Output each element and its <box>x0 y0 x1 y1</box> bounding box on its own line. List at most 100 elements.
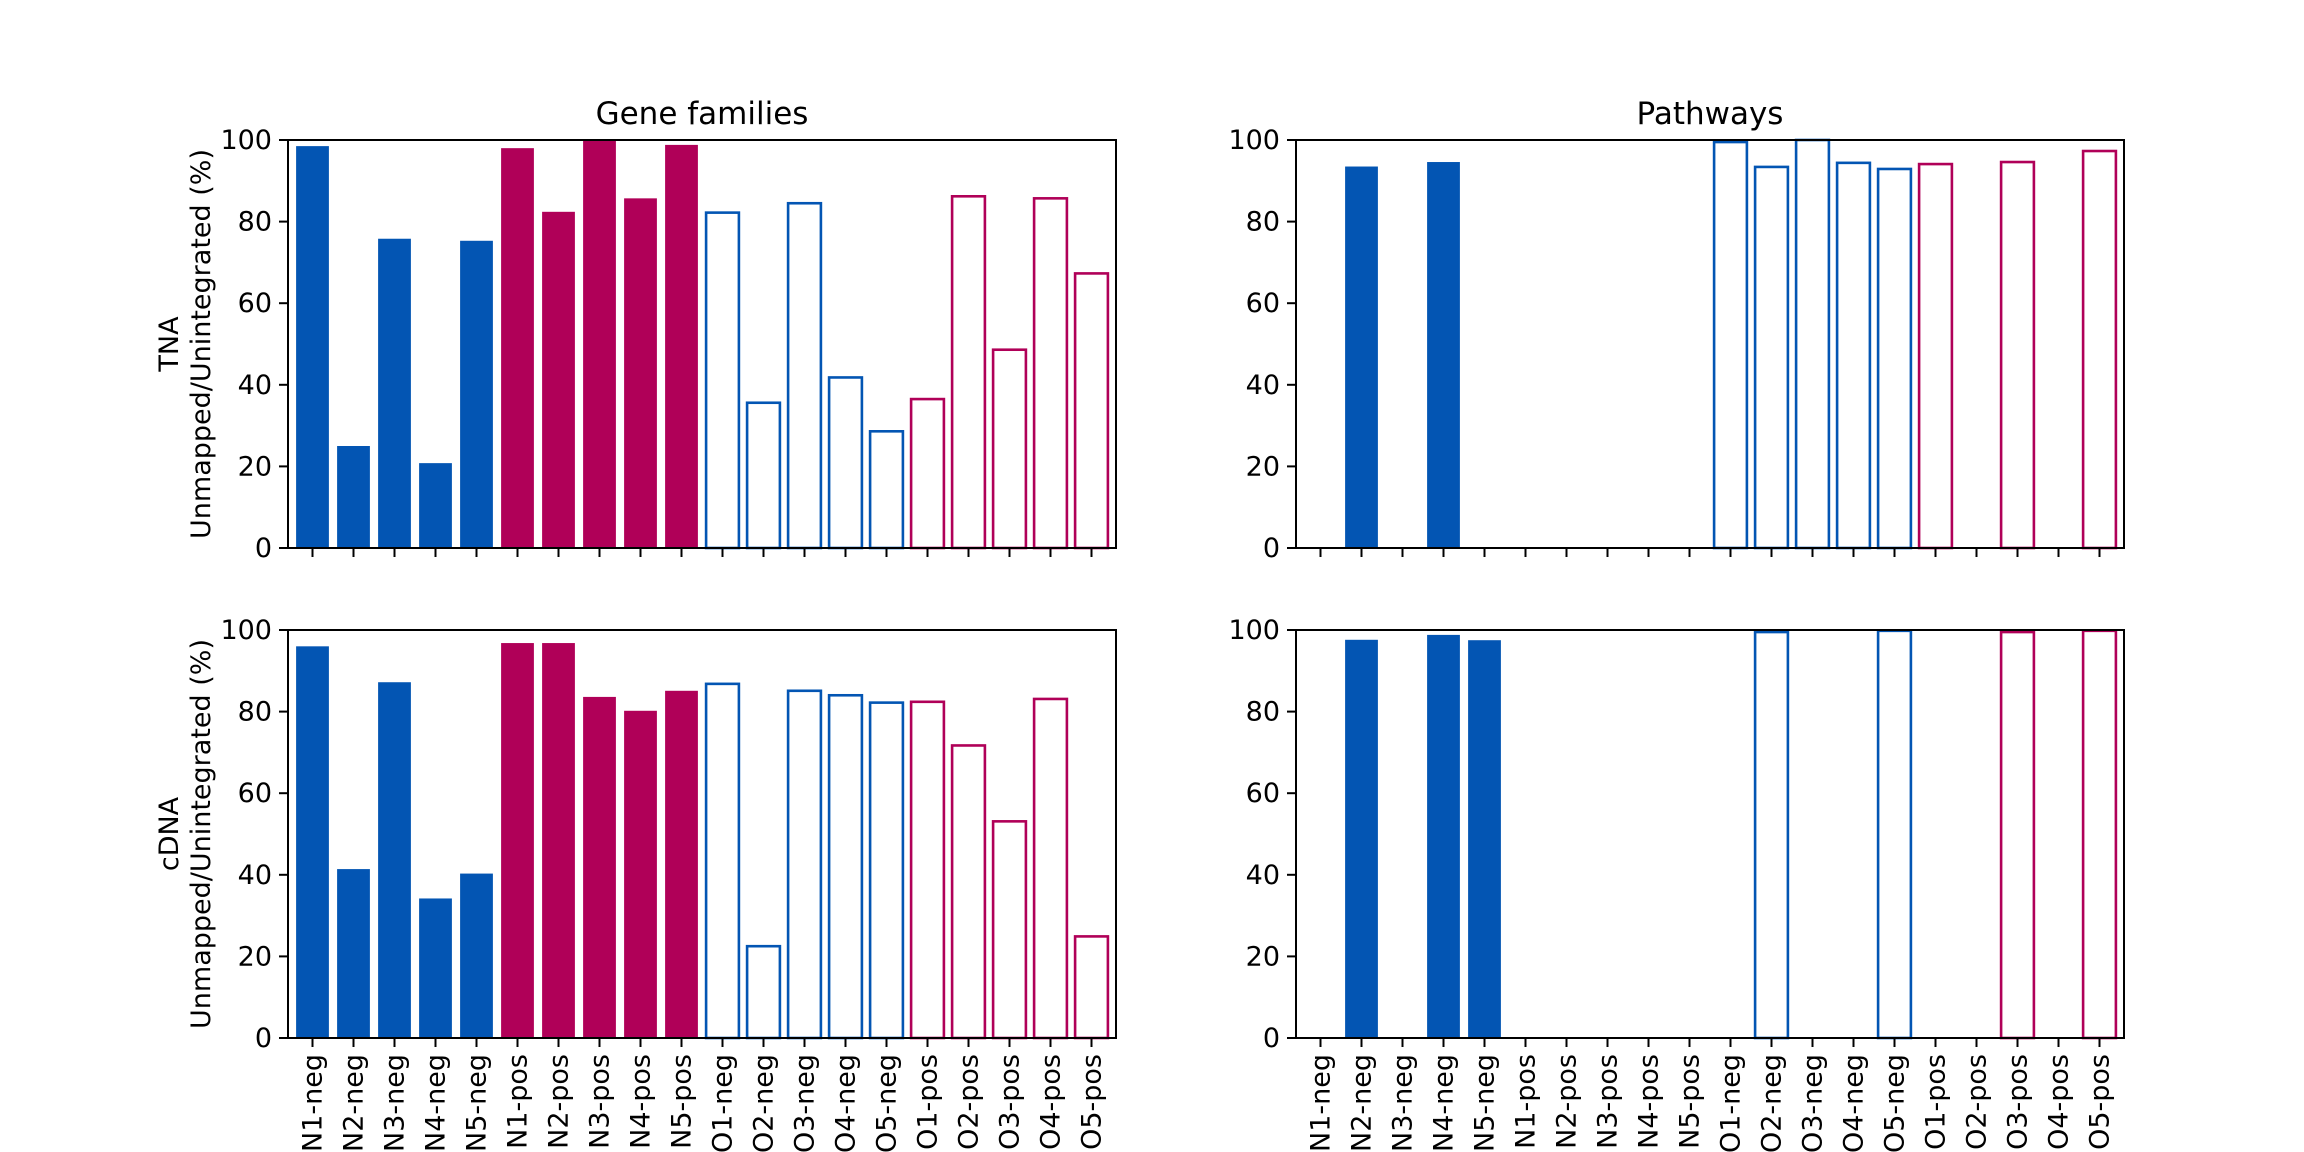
y-tick-label: 0 <box>255 1023 272 1054</box>
bar-n3-neg <box>378 238 411 548</box>
y-tick-label: 40 <box>1246 370 1280 401</box>
y-tick-label: 40 <box>238 860 272 891</box>
bar-o5-neg <box>868 430 905 550</box>
chart-panel-1: 0 20 40 60 80 100 Gene families TNA Unmapped/Uni… <box>154 96 1117 564</box>
bar-n5-neg <box>460 240 493 548</box>
x-tick-label-o3-pos: O3-pos <box>995 1054 1026 1150</box>
x-tick-label-o2-neg: O2-neg <box>749 1054 780 1152</box>
x-tick-label-o1-neg: O1-neg <box>1716 1054 1747 1152</box>
bar-o5-neg <box>1876 167 1913 550</box>
bar-n2-neg <box>337 869 370 1038</box>
y-tick-label: 100 <box>220 615 272 646</box>
y-tick-label: 20 <box>1246 451 1280 482</box>
bar-n5-neg <box>1468 640 1501 1038</box>
y-tick-label: 20 <box>238 941 272 972</box>
bar-n2-pos <box>542 211 575 549</box>
y-tick-label: 80 <box>238 207 272 238</box>
x-tick-label-n2-pos: N2-pos <box>1552 1054 1583 1149</box>
y-tick-label: 100 <box>1228 125 1280 156</box>
bar-o4-neg <box>1835 161 1872 550</box>
bar-n1-neg <box>296 146 329 548</box>
bar-o3-pos <box>1999 160 2036 550</box>
bar-o2-neg <box>745 944 782 1040</box>
bar-o1-pos <box>909 700 946 1040</box>
y-tick-label: 60 <box>238 778 272 809</box>
axes-frame <box>1295 139 2125 549</box>
x-tick-label-n2-pos: N2-pos <box>544 1054 575 1149</box>
x-tick-label-n3-neg: N3-neg <box>380 1054 411 1152</box>
y-tick-label: 60 <box>238 288 272 319</box>
x-tick-label-o1-neg: O1-neg <box>708 1054 739 1152</box>
bar-o5-pos <box>2081 629 2118 1040</box>
x-tick-label-o3-neg: O3-neg <box>790 1054 821 1152</box>
bar-o2-neg <box>745 401 782 550</box>
chart-title: Pathways <box>1637 96 1784 132</box>
bar-o4-neg <box>827 693 864 1040</box>
axes-frame <box>287 629 1117 1039</box>
bar-o1-pos <box>909 397 946 550</box>
bar-n4-neg <box>1427 634 1460 1038</box>
chart-title: Gene families <box>596 96 809 132</box>
x-tick-label-n5-neg: N5-neg <box>1470 1054 1501 1152</box>
x-tick-label-o2-neg: O2-neg <box>1757 1054 1788 1152</box>
bar-o5-pos <box>1073 935 1110 1040</box>
x-tick-label-n4-neg: N4-neg <box>421 1054 452 1152</box>
bar-n5-neg <box>460 873 493 1038</box>
bar-o3-neg <box>786 201 823 550</box>
bar-n4-neg <box>419 898 452 1038</box>
x-tick-label-o2-pos: O2-pos <box>954 1054 985 1150</box>
y-axis-label: TNA <box>154 316 185 373</box>
bar-o4-pos <box>1032 697 1069 1040</box>
bar-o2-pos <box>950 195 987 550</box>
bar-o5-pos <box>2081 149 2118 550</box>
y-axis-label: Unmapped/Unintegrated (%) <box>186 149 217 539</box>
y-tick-label: 20 <box>1246 941 1280 972</box>
bar-o3-pos <box>1999 630 2036 1040</box>
bar-n4-pos <box>624 710 657 1038</box>
y-tick-label: 0 <box>1263 533 1280 564</box>
bar-o3-neg <box>786 689 823 1040</box>
x-tick-label-n4-pos: N4-pos <box>1634 1054 1665 1149</box>
x-tick-label-o5-pos: O5-pos <box>2085 1054 2116 1150</box>
bar-o1-pos <box>1917 162 1954 550</box>
bar-o1-neg <box>704 682 741 1040</box>
bar-o4-neg <box>827 376 864 550</box>
y-axis-label: cDNA <box>154 796 185 871</box>
bar-o4-pos <box>1032 197 1069 550</box>
x-tick-label-o4-pos: O4-pos <box>1036 1054 1067 1150</box>
y-tick-label: 0 <box>255 533 272 564</box>
bar-o2-neg <box>1753 165 1790 550</box>
bar-o1-neg <box>704 211 741 550</box>
chart-panel-4: 0 20 40 60 80 100 N1-neg N2-neg N3-neg N4-neg N5-n… <box>1228 615 2125 1152</box>
bar-n4-neg <box>419 463 452 548</box>
y-tick-label: 0 <box>1263 1023 1280 1054</box>
y-tick-label: 80 <box>238 697 272 728</box>
bar-n1-pos <box>501 643 534 1038</box>
x-tick-label-n1-pos: N1-pos <box>1511 1054 1542 1149</box>
y-tick-label: 60 <box>1246 778 1280 809</box>
bar-o5-pos <box>1073 272 1110 550</box>
y-tick-label: 60 <box>1246 288 1280 319</box>
x-tick-label-n4-neg: N4-neg <box>1429 1054 1460 1152</box>
bar-o1-neg <box>1712 140 1749 550</box>
chart-panel-3: 0 20 40 60 80 100 N1-neg N2-neg N3-neg N4-neg N5-n… <box>154 615 1117 1152</box>
y-tick-label: 80 <box>1246 697 1280 728</box>
bar-n1-pos <box>501 148 534 548</box>
bar-n1-neg <box>296 646 329 1038</box>
bar-o5-neg <box>868 701 905 1040</box>
x-tick-label-o3-pos: O3-pos <box>2003 1054 2034 1150</box>
bar-n3-pos <box>583 140 616 548</box>
x-tick-label-o4-neg: O4-neg <box>1839 1054 1870 1152</box>
bar-o2-neg <box>1753 630 1790 1040</box>
x-tick-label-n2-neg: N2-neg <box>1347 1054 1378 1152</box>
x-tick-label-n5-pos: N5-pos <box>1675 1054 1706 1149</box>
bar-n2-neg <box>1345 639 1378 1038</box>
x-tick-label-o4-neg: O4-neg <box>831 1054 862 1152</box>
x-tick-label-o4-pos: O4-pos <box>2044 1054 2075 1150</box>
x-tick-label-n2-neg: N2-neg <box>339 1054 370 1152</box>
bar-o3-neg <box>1794 138 1831 550</box>
bar-n5-pos <box>665 144 698 548</box>
y-tick-label: 20 <box>238 451 272 482</box>
bar-o2-pos <box>950 744 987 1040</box>
x-tick-label-n1-pos: N1-pos <box>503 1054 534 1149</box>
